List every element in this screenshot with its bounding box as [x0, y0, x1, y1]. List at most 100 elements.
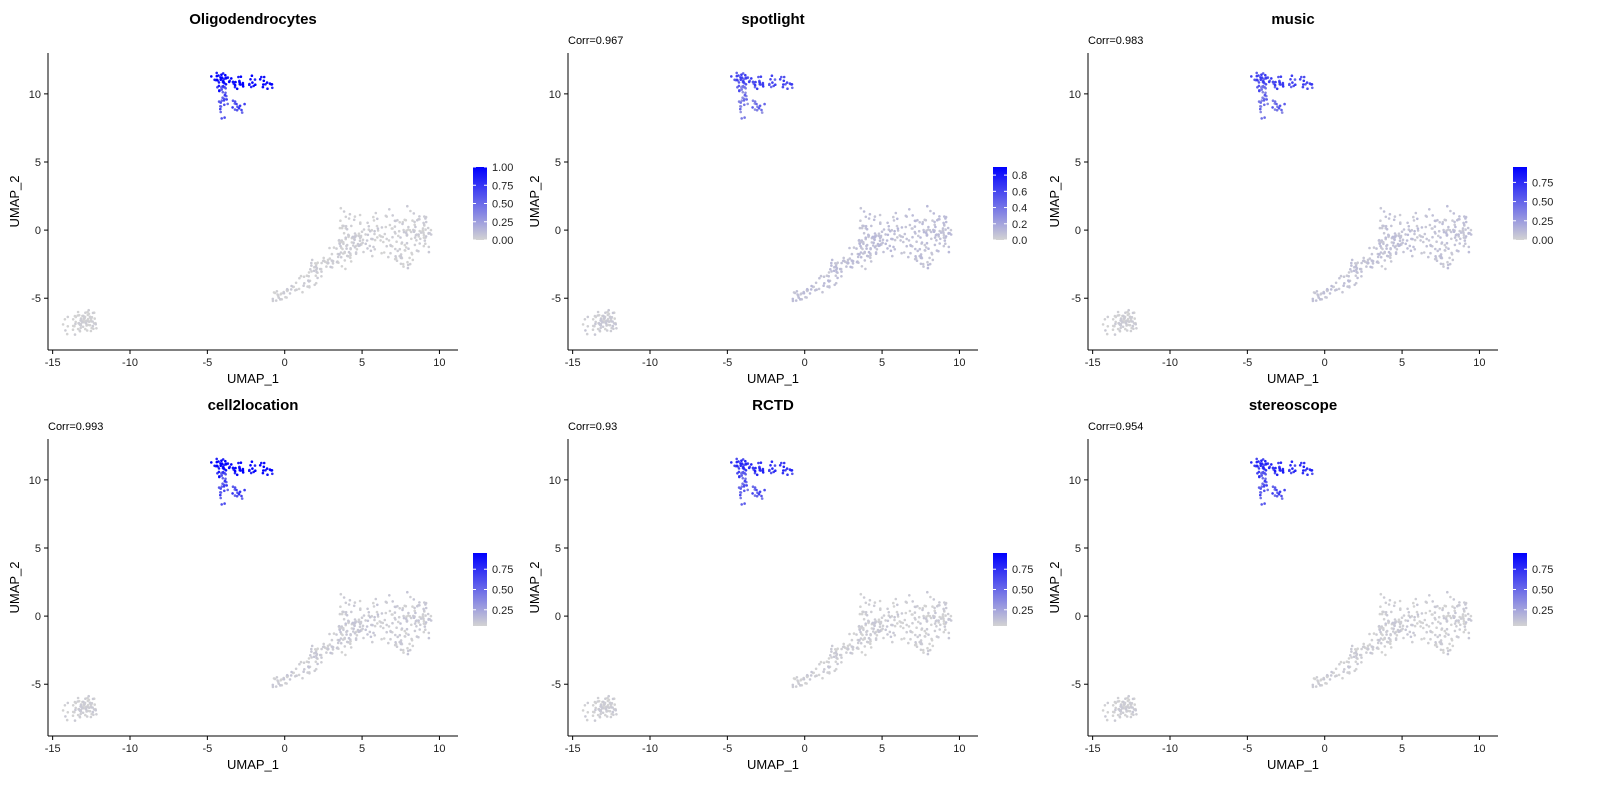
data-point [1118, 322, 1121, 326]
data-point [1278, 104, 1282, 108]
data-point [292, 671, 296, 675]
data-point [422, 622, 426, 625]
data-point [1377, 638, 1381, 642]
data-point [1439, 255, 1443, 258]
data-point [1104, 715, 1107, 718]
data-point [406, 204, 409, 208]
data-point [1458, 628, 1461, 631]
data-point [382, 626, 385, 630]
data-point [1429, 637, 1432, 641]
data-point [873, 601, 877, 604]
data-point [223, 489, 226, 493]
data-point [413, 220, 416, 224]
data-point [745, 463, 748, 466]
data-point [739, 462, 742, 465]
data-point [414, 225, 417, 229]
data-point [1380, 651, 1384, 654]
data-point [1457, 249, 1460, 253]
data-point [266, 87, 269, 90]
data-point [1300, 461, 1303, 465]
data-point [353, 618, 357, 621]
data-point [1427, 255, 1430, 259]
data-point [1259, 462, 1262, 465]
data-point [219, 105, 223, 108]
data-point [417, 249, 420, 253]
data-point [1275, 102, 1278, 106]
data-point [865, 613, 869, 617]
data-point [271, 683, 275, 687]
data-point [395, 240, 398, 243]
data-point [1264, 91, 1267, 95]
data-point [1320, 678, 1323, 681]
data-point [887, 225, 891, 228]
data-point [1452, 616, 1456, 619]
data-point [903, 618, 907, 622]
data-point [810, 670, 813, 674]
data-point [735, 460, 739, 464]
data-point [367, 611, 371, 614]
data-point [879, 608, 882, 611]
data-point [896, 217, 899, 221]
data-point [800, 678, 803, 681]
data-point [1437, 229, 1441, 233]
data-point [219, 78, 222, 81]
data-point [335, 260, 339, 264]
data-point [864, 236, 867, 239]
x-tick-label: -10 [122, 743, 138, 755]
data-point [581, 323, 585, 326]
data-point [91, 324, 95, 328]
data-point [1354, 660, 1358, 663]
data-point [1127, 320, 1131, 324]
data-point [862, 224, 865, 228]
data-point [1393, 601, 1397, 604]
data-point [1390, 610, 1393, 614]
data-point [213, 464, 216, 468]
data-point [1121, 321, 1124, 324]
data-point [938, 601, 941, 604]
data-point [341, 638, 345, 641]
data-point [860, 239, 864, 242]
data-point [1123, 703, 1126, 706]
data-point [64, 329, 67, 332]
data-point [805, 673, 809, 677]
data-point [342, 610, 345, 614]
data-point [1462, 244, 1466, 248]
data-point [343, 250, 347, 254]
data-point [920, 241, 924, 244]
data-point [407, 247, 410, 250]
data-point [1106, 701, 1110, 705]
data-point [312, 655, 316, 659]
data-point [340, 239, 344, 242]
data-point [1401, 627, 1404, 630]
data-point [1380, 625, 1384, 628]
data-point [235, 102, 238, 106]
data-point [925, 234, 929, 237]
data-point [1118, 708, 1121, 712]
data-point [1263, 93, 1267, 97]
data-point [422, 244, 426, 248]
data-point [372, 631, 375, 635]
data-point [1348, 286, 1351, 289]
data-point [338, 628, 342, 632]
data-point [1444, 617, 1448, 620]
data-point [925, 627, 929, 631]
data-point [916, 635, 919, 639]
data-point [1413, 248, 1417, 251]
data-point [340, 226, 344, 230]
data-point [1253, 78, 1256, 82]
data-point [409, 209, 412, 213]
corr-label: Corr=0.993 [48, 421, 103, 433]
data-point [1430, 227, 1434, 230]
data-point [884, 242, 887, 246]
data-point [310, 264, 313, 267]
data-point [743, 489, 746, 493]
data-point [402, 265, 405, 268]
data-point [401, 648, 405, 652]
data-point [1457, 635, 1460, 639]
data-point [63, 704, 67, 707]
data-point [297, 287, 301, 291]
data-point [1458, 218, 1461, 221]
data-point [400, 627, 404, 630]
data-point [1383, 259, 1387, 262]
data-point [357, 234, 361, 238]
